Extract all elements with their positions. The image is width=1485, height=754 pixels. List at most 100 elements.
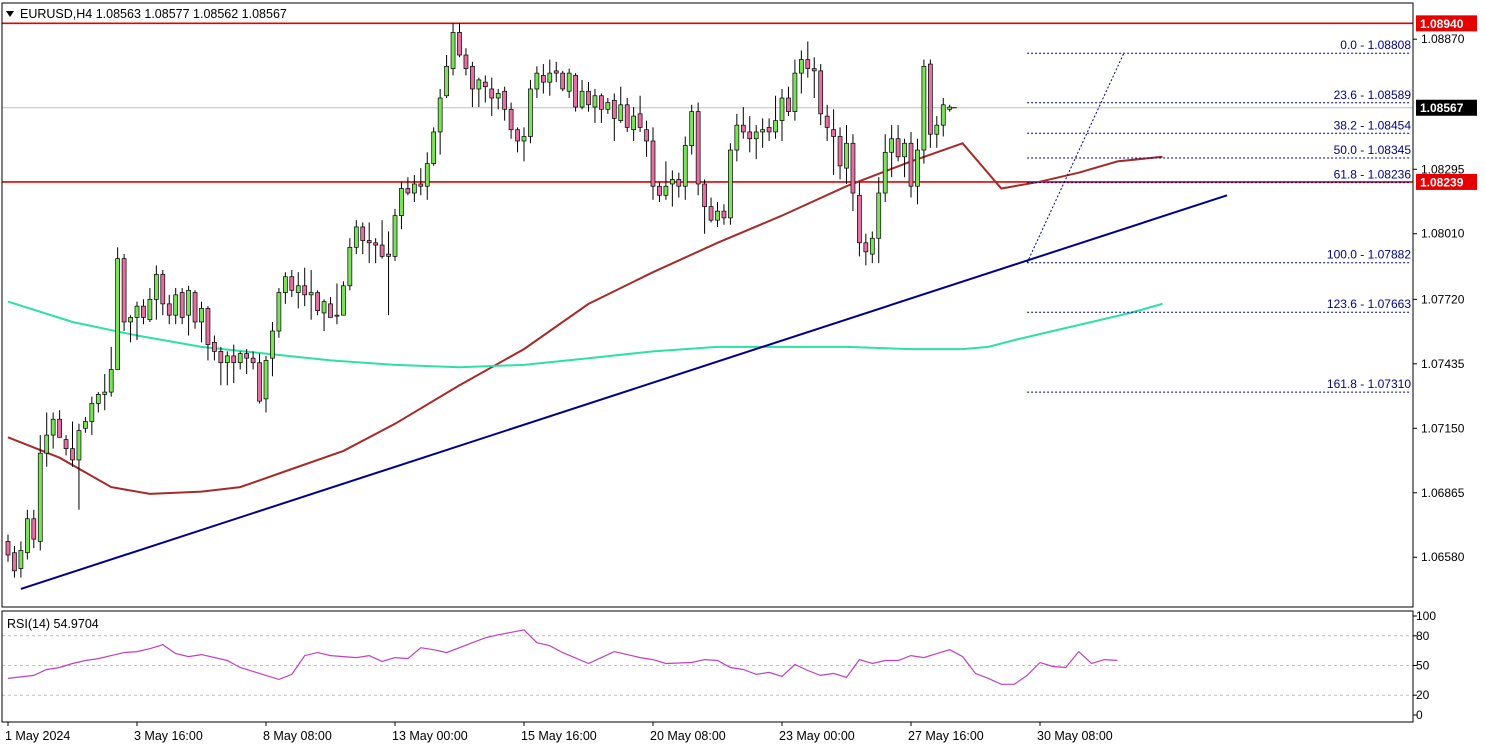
candle	[379, 220, 385, 259]
candle-body-bullish	[437, 97, 443, 133]
candle	[192, 290, 198, 329]
candle-body-bearish	[811, 68, 817, 72]
candle-body-bearish	[831, 129, 836, 137]
candle	[412, 174, 417, 203]
candle	[308, 269, 314, 320]
candle-body-bullish	[173, 294, 179, 316]
candle	[934, 116, 940, 148]
symbol-menu-triangle-icon[interactable]	[6, 11, 14, 17]
candle	[31, 509, 37, 549]
time-axis-label: 8 May 08:00	[263, 729, 332, 743]
candle-body-bearish	[695, 111, 701, 185]
candle-body-bullish	[592, 95, 598, 108]
candle	[863, 233, 869, 266]
candle	[457, 23, 462, 58]
candle	[199, 301, 204, 343]
candle	[121, 254, 127, 332]
candle	[166, 294, 172, 325]
candle	[811, 57, 817, 99]
candle-body-bullish	[618, 104, 624, 121]
candle	[889, 125, 895, 178]
candle-body-bearish	[141, 305, 146, 318]
candle-body-bullish	[734, 124, 740, 151]
candle	[341, 281, 346, 316]
candle	[476, 77, 482, 108]
ascending-trendline[interactable]	[20, 194, 1228, 590]
candle	[444, 55, 449, 99]
candle	[915, 138, 920, 205]
candle-body-bullish	[154, 274, 159, 300]
candle-body-bullish	[728, 149, 733, 219]
candle	[224, 351, 230, 386]
candle-body-bullish	[102, 391, 108, 395]
candle-body-bearish	[515, 129, 520, 142]
candle-body-bullish	[186, 289, 191, 316]
candle	[334, 283, 340, 325]
time-axis-label: 30 May 08:00	[1037, 729, 1113, 743]
candle-body-bearish	[5, 541, 11, 556]
candle	[786, 86, 791, 117]
candle	[44, 412, 50, 467]
candle	[779, 88, 785, 141]
candle-body-bullish	[760, 129, 766, 133]
candle	[753, 125, 759, 160]
candle-body-bullish	[25, 518, 30, 554]
moving-average-line-1[interactable]	[7, 142, 1163, 495]
candle-body-bullish	[902, 142, 907, 158]
candle	[728, 143, 733, 225]
candle-body-bullish	[18, 550, 24, 569]
candle-body-bullish	[947, 106, 953, 110]
price-axis-label: 1.08870	[1421, 32, 1465, 46]
price-badge	[1416, 173, 1477, 190]
candle	[257, 353, 262, 404]
candle	[37, 435, 43, 551]
candle-body-bearish	[328, 303, 333, 318]
candle	[102, 373, 108, 411]
candle-body-bearish	[927, 63, 933, 135]
candle-body-bullish	[321, 301, 327, 314]
candle-body-bullish	[921, 65, 927, 151]
candle	[650, 127, 656, 200]
candle-body-bearish	[379, 244, 385, 257]
candle	[321, 299, 327, 332]
fibonacci-level-label: 38.2 - 1.08454	[1334, 118, 1412, 132]
candle-body-bearish	[908, 142, 914, 187]
candle-body-bearish	[805, 59, 811, 69]
fibonacci-trend-diagonal[interactable]	[1026, 53, 1125, 263]
candle	[515, 127, 520, 153]
candle-body-bullish	[83, 421, 88, 429]
candle-body-bearish	[192, 292, 198, 323]
candle-body-bearish	[721, 210, 727, 219]
candle	[108, 346, 114, 397]
candle	[173, 288, 179, 325]
candle	[470, 61, 475, 108]
candle	[689, 104, 695, 155]
candle	[566, 68, 572, 99]
candle	[805, 41, 811, 78]
fibonacci-level-label: 0.0 - 1.08808	[1340, 38, 1411, 52]
candle	[669, 170, 675, 207]
rsi-panel: 100 80 50 20 0 RSI(14) 54.9704	[2, 609, 1436, 722]
candle-body-bearish	[212, 341, 217, 352]
candle	[895, 125, 901, 162]
candle-body-bearish	[740, 124, 746, 133]
candle	[289, 269, 295, 298]
candle	[540, 64, 546, 94]
fibonacci-level-label: 61.8 - 1.08236	[1334, 168, 1412, 182]
candle-body-bullish	[689, 111, 695, 146]
rsi-line[interactable]	[7, 629, 1118, 685]
candle-body-bearish	[373, 242, 378, 246]
candle-body-bearish	[463, 54, 469, 69]
candle-body-bullish	[715, 210, 720, 221]
candle-body-bearish	[121, 258, 127, 323]
candle	[657, 181, 662, 203]
price-badge	[1416, 15, 1477, 32]
candle	[573, 73, 578, 112]
candle-body-bullish	[495, 93, 501, 99]
candle	[76, 423, 82, 510]
candle-body-bearish	[502, 90, 507, 110]
candle-body-bearish	[657, 185, 662, 196]
rsi-axis-label: 50	[1416, 659, 1430, 673]
candle	[798, 50, 804, 94]
